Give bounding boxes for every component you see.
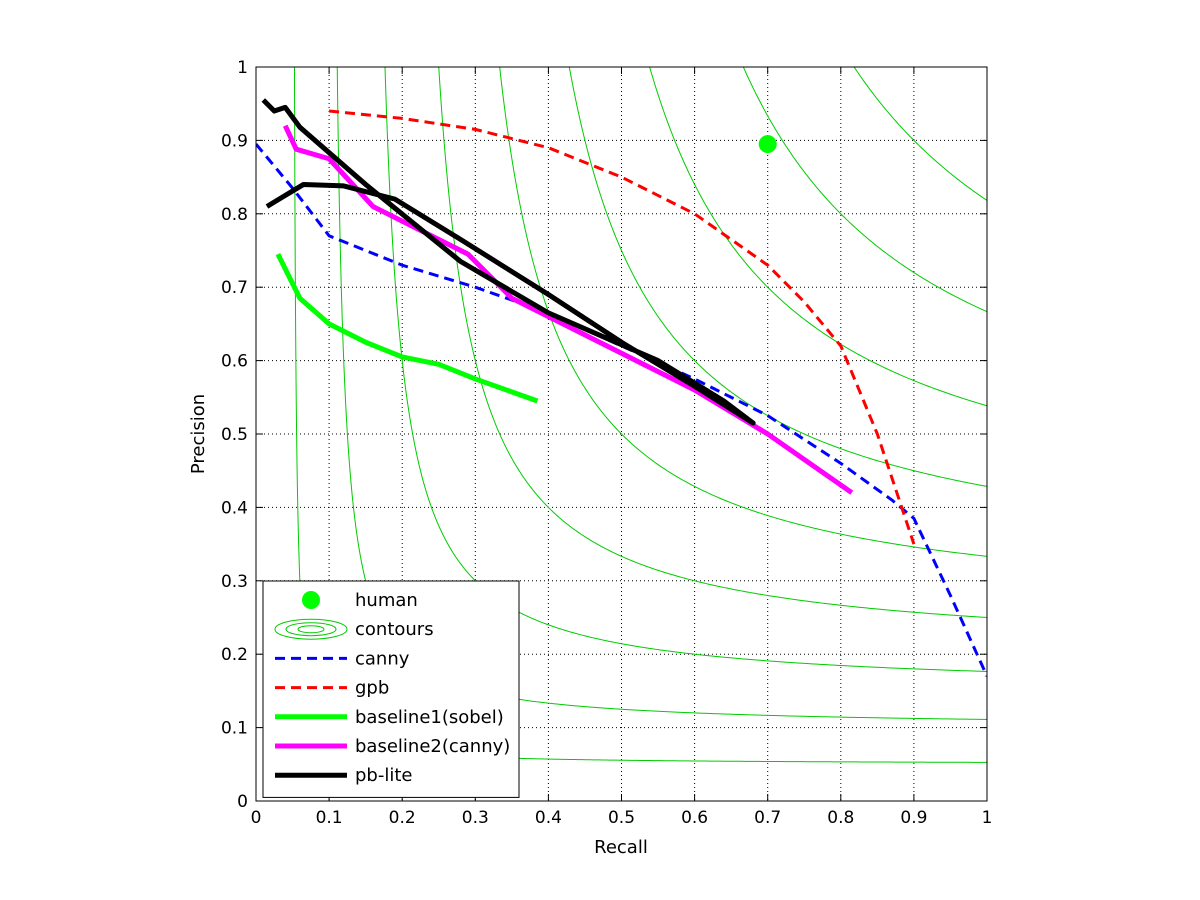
legend-label-gpb: gpb [355,678,389,699]
legend-label-contours: contours [355,619,434,640]
legend-box [262,580,520,798]
f-contour-line [499,67,987,557]
x-axis-label: Recall [594,837,648,858]
legend: human contours canny gpb baseline1(sobel) bas… [262,580,520,798]
human-point [758,135,777,154]
legend-label-baseline2-canny-: baseline2(canny) [355,736,510,757]
x-tick-label: 0.6 [681,808,708,828]
x-tick-label: 0.4 [535,808,562,828]
x-tick-label: 0.9 [900,808,927,828]
series-line-baseline1-sobel- [275,253,539,404]
y-axis-label: Precision [188,394,209,474]
x-tick-label: 0.7 [754,808,781,828]
legend-swatch-human [302,591,320,609]
series-layer [256,98,987,677]
y-tick-label: 0.3 [221,572,248,592]
y-tick-label: 0 [237,792,248,812]
y-tick-label: 0.5 [221,425,248,445]
f-contour-line [438,67,987,618]
series-line-baseline2-canny- [282,124,854,495]
x-tick-label: 0.8 [827,808,854,828]
y-tick-label: 0.1 [221,719,248,739]
axis-ticks: 0 0.1 0.2 0.3 0.4 0.5 0.6 0.7 0.8 0.9 1 0 0.1 0.2 0.3 0… [221,58,992,828]
y-tick-label: 0.7 [221,278,248,298]
legend-label-human: human [355,590,418,611]
y-tick-label: 0.9 [221,131,248,151]
x-tick-label: 1 [982,808,993,828]
f-contour-line [568,67,987,487]
series-line-pb-lite [261,98,756,426]
f-contour-line [853,67,987,201]
legend-swatch-contours [274,618,348,640]
f-contour-line [649,67,987,407]
f-contour-line [384,67,987,672]
x-tick-label: 0.2 [389,808,416,828]
legend-swatch-contours [285,622,337,637]
y-tick-label: 0.6 [221,352,248,372]
x-tick-label: 0.3 [462,808,489,828]
series-line-gpb [328,109,916,545]
y-tick-label: 0.8 [221,205,248,225]
f-contour-line [742,67,987,313]
legend-label-canny: canny [355,648,410,669]
legend-label-pb-lite: pb-lite [355,765,412,786]
x-tick-label: 0.1 [316,808,343,828]
y-tick-label: 0.4 [221,498,248,518]
x-tick-label: 0 [251,808,262,828]
x-tick-label: 0.5 [608,808,635,828]
legend-swatch-contours [297,625,325,634]
legend-label-baseline1-sobel-: baseline1(sobel) [355,707,504,728]
y-tick-label: 1 [237,58,248,78]
y-tick-label: 0.2 [221,645,248,665]
